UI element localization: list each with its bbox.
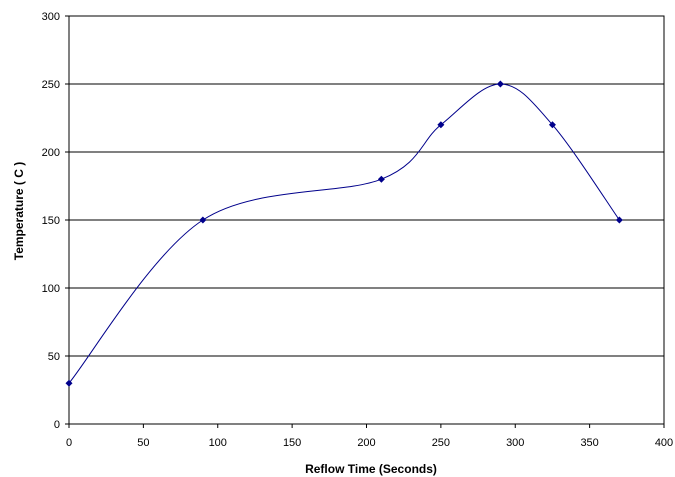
- gridlines: [69, 83, 664, 357]
- y-tick-label: 300: [42, 11, 60, 23]
- y-axis-title: Temperature ( C ): [12, 162, 26, 260]
- y-tick-label: 200: [42, 147, 60, 159]
- data-point-marker: [548, 121, 556, 129]
- data-point-marker: [377, 175, 385, 183]
- x-tick-label: 50: [137, 437, 149, 449]
- y-tick-label: 250: [42, 79, 60, 91]
- x-axis-tick-labels: 0 50 100 150 200 250 300 350 400: [66, 437, 673, 449]
- x-tick-label: 150: [283, 437, 301, 449]
- x-tick-label: 300: [506, 437, 524, 449]
- data-point-marker: [496, 80, 504, 88]
- data-point-marker: [65, 379, 73, 387]
- x-tick-label: 200: [357, 437, 375, 449]
- data-point-marker: [615, 216, 623, 224]
- y-tick-label: 100: [42, 283, 60, 295]
- x-tick-label: 400: [655, 437, 673, 449]
- data-point-marker: [199, 216, 207, 224]
- y-tick-label: 50: [48, 351, 60, 363]
- data-markers: [65, 80, 623, 387]
- data-point-marker: [437, 121, 445, 129]
- x-tick-label: 250: [432, 437, 450, 449]
- x-axis-title: Reflow Time (Seconds): [305, 462, 437, 476]
- y-tick-label: 0: [54, 419, 60, 431]
- axis-ticks: [65, 15, 665, 428]
- x-tick-label: 100: [209, 437, 227, 449]
- y-axis-tick-labels: 0 50 100 150 200 250 300: [42, 11, 60, 431]
- series-layer: [68, 83, 620, 384]
- series-line-0: [68, 83, 620, 384]
- y-tick-label: 150: [42, 215, 60, 227]
- x-tick-label: 350: [580, 437, 598, 449]
- x-tick-label: 0: [66, 437, 72, 449]
